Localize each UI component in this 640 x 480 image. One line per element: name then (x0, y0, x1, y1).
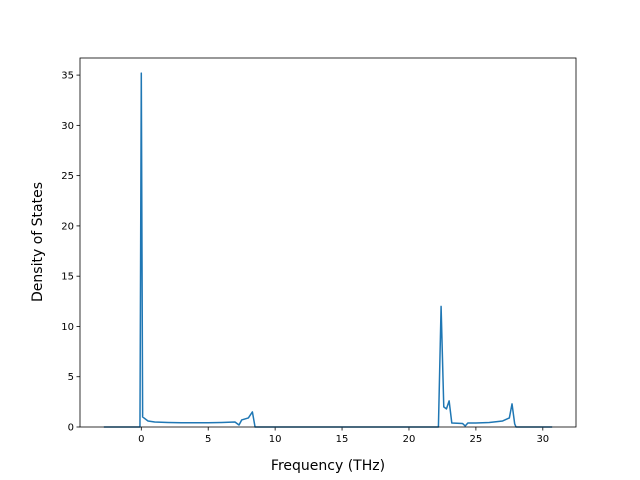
x-tick-label: 0 (138, 434, 144, 445)
y-tick-label: 20 (61, 221, 74, 232)
x-axis-label: Frequency (THz) (271, 458, 385, 474)
y-axis-label: Density of States (30, 182, 46, 302)
y-tick-label: 10 (61, 322, 74, 333)
y-tick-label: 5 (68, 372, 74, 383)
y-tick-label: 25 (61, 171, 74, 182)
y-tick-label: 0 (68, 423, 74, 434)
y-tick-label: 15 (61, 272, 74, 283)
y-tick-label: 30 (61, 121, 74, 132)
x-tick-label: 30 (536, 434, 549, 445)
x-tick-label: 20 (403, 434, 416, 445)
x-tick-label: 10 (269, 434, 282, 445)
x-tick-label: 25 (470, 434, 483, 445)
y-tick-label: 35 (61, 71, 74, 82)
x-tick-label: 5 (205, 434, 211, 445)
x-tick-label: 15 (336, 434, 349, 445)
plot-frame (79, 57, 577, 428)
